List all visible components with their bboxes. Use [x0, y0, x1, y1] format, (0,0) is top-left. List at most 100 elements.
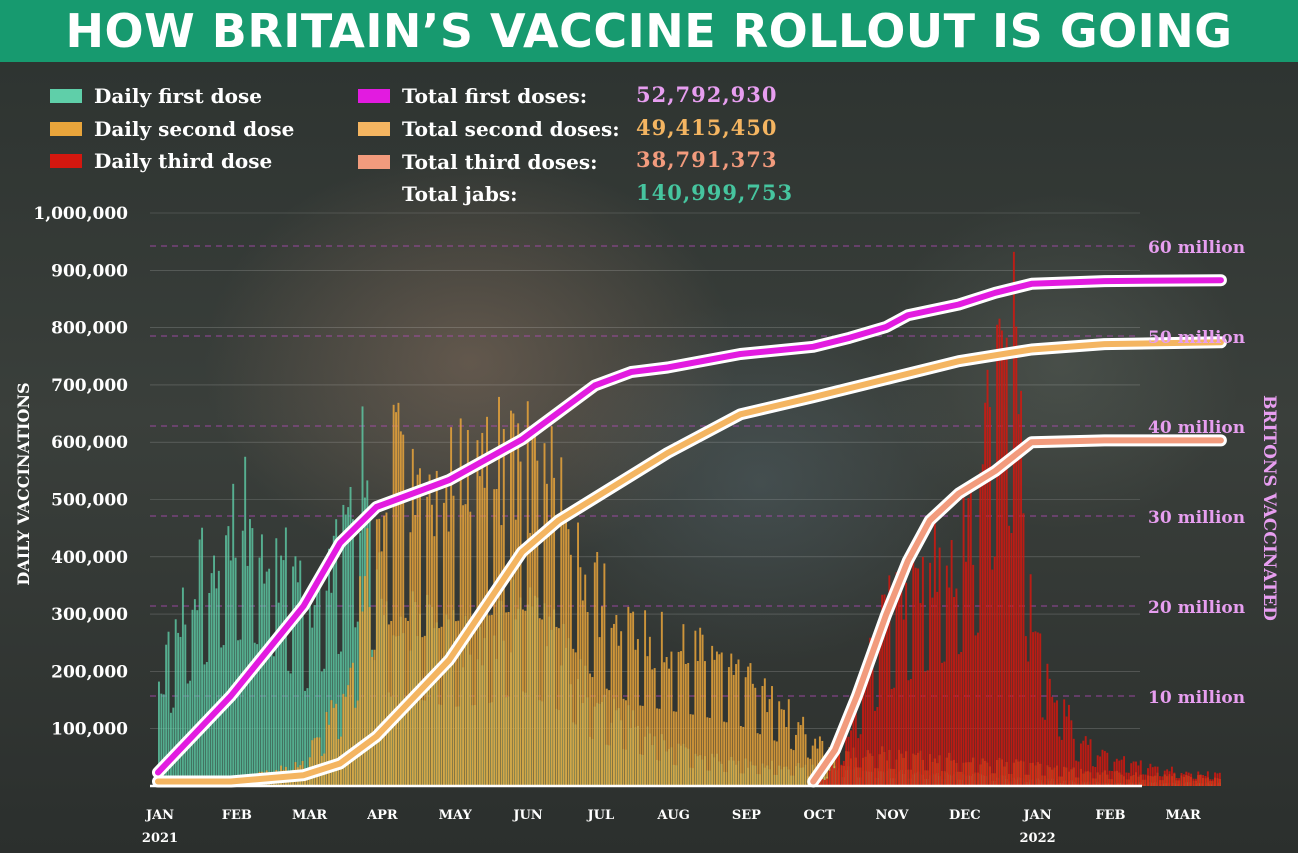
- x-tick-label: JUN: [512, 808, 542, 823]
- bar-daily-second: [452, 495, 455, 786]
- bar-daily-third: [914, 567, 917, 786]
- bar-daily-second: [399, 431, 402, 786]
- left-tick-label: 1,000,000: [33, 204, 128, 224]
- bar-daily-first: [258, 557, 261, 786]
- bar-daily-third: [1005, 337, 1008, 786]
- bar-daily-second: [363, 576, 366, 786]
- bar-daily-third: [912, 555, 915, 786]
- bar-daily-third: [1197, 771, 1200, 786]
- bar-daily-first: [311, 627, 314, 786]
- bar-daily-second: [550, 426, 553, 786]
- right-axis-ticks: 60 million 50 million 40 million 30 million…: [1148, 238, 1245, 708]
- bar-daily-first: [165, 644, 168, 786]
- cumulative-lines: [152, 274, 1227, 788]
- bar-daily-third: [953, 597, 955, 786]
- legend-label-daily-third: Daily third dose: [94, 149, 273, 173]
- bar-daily-third: [972, 564, 975, 786]
- bar-daily-second: [735, 664, 738, 786]
- bar-daily-second: [632, 611, 635, 786]
- bar-daily-third: [1144, 774, 1147, 786]
- bar-daily-first: [328, 548, 330, 786]
- bar-daily-second: [660, 611, 663, 786]
- bar-daily-second: [536, 460, 539, 786]
- bar-daily-second: [797, 722, 800, 786]
- bar-daily-first: [296, 582, 299, 786]
- bar-daily-third: [941, 662, 943, 786]
- bar-daily-second: [699, 627, 702, 786]
- bar-daily-second: [704, 661, 706, 786]
- bar-daily-first: [342, 504, 345, 786]
- x-tick-label: APR: [366, 808, 398, 823]
- bar-daily-second: [747, 666, 750, 786]
- bar-daily-first: [316, 585, 318, 786]
- bar-daily-first: [275, 538, 278, 786]
- bar-daily-second: [313, 738, 316, 786]
- bar-daily-second: [718, 654, 721, 786]
- bar-daily-second: [713, 659, 716, 786]
- bar-daily-second: [507, 612, 510, 786]
- bar-daily-third: [1218, 772, 1221, 786]
- bar-daily-second: [651, 669, 654, 786]
- bar-daily-first: [225, 535, 227, 786]
- x-year-label: 2021: [142, 831, 178, 846]
- bar-daily-second: [500, 525, 503, 786]
- bar-daily-second: [814, 738, 817, 786]
- bar-daily-second: [402, 434, 405, 786]
- bar-daily-second: [601, 606, 603, 786]
- bar-daily-third: [1094, 766, 1097, 786]
- bar-daily-first: [292, 566, 295, 786]
- bar-daily-second: [426, 496, 429, 786]
- bar-daily-third: [1214, 772, 1216, 786]
- bar-daily-second: [682, 624, 685, 786]
- legend-value-total-jabs: 140,999,753: [636, 180, 794, 205]
- bar-daily-third: [991, 569, 994, 786]
- bar-daily-second: [818, 736, 821, 786]
- bar-daily-first: [196, 610, 199, 786]
- bar-daily-third: [1166, 769, 1169, 786]
- bar-daily-second: [785, 727, 788, 786]
- bar-daily-first: [179, 636, 182, 786]
- bar-daily-second: [572, 648, 575, 786]
- legend-swatch-daily-first: [50, 89, 82, 103]
- bar-daily-second: [787, 699, 790, 786]
- bar-daily-second: [696, 660, 699, 786]
- bar-daily-third: [1118, 760, 1121, 786]
- bar-daily-second: [610, 627, 613, 786]
- x-tick-label: MAR: [1166, 808, 1201, 823]
- bar-daily-third: [1159, 776, 1161, 786]
- bar-daily-second: [577, 522, 579, 786]
- bar-daily-second: [359, 576, 362, 786]
- bar-daily-second: [459, 418, 462, 786]
- x-tick-label: OCT: [804, 808, 836, 823]
- bar-daily-third: [895, 572, 898, 786]
- bar-daily-third: [957, 654, 960, 786]
- bar-daily-third: [1142, 774, 1145, 786]
- bar-daily-third: [864, 684, 867, 786]
- bar-daily-second: [665, 656, 668, 786]
- bar-daily-first: [234, 557, 237, 786]
- bar-daily-second: [414, 514, 417, 786]
- bar-daily-second: [581, 600, 584, 786]
- bar-daily-second: [675, 711, 678, 786]
- bar-daily-second: [565, 511, 568, 786]
- bar-daily-second: [723, 721, 726, 786]
- bar-daily-first: [270, 653, 273, 786]
- x-tick-label: DEC: [949, 808, 981, 823]
- bar-daily-second: [773, 740, 776, 786]
- bar-daily-third: [1003, 354, 1006, 786]
- bar-daily-second: [548, 521, 551, 786]
- bar-daily-third: [1079, 743, 1082, 786]
- bar-daily-first: [162, 694, 165, 786]
- bar-daily-second: [483, 487, 486, 786]
- bar-daily-third: [960, 651, 963, 786]
- bar-daily-second: [368, 607, 371, 786]
- bar-daily-second: [756, 733, 759, 786]
- bar-daily-third: [1180, 772, 1183, 786]
- bar-daily-third: [1008, 525, 1011, 786]
- x-tick-label: JAN: [1023, 808, 1052, 823]
- bar-daily-second: [706, 717, 709, 786]
- bar-daily-third: [993, 556, 996, 786]
- bar-daily-third: [965, 561, 967, 786]
- bar-daily-first: [337, 653, 340, 786]
- bar-daily-third: [1187, 772, 1190, 786]
